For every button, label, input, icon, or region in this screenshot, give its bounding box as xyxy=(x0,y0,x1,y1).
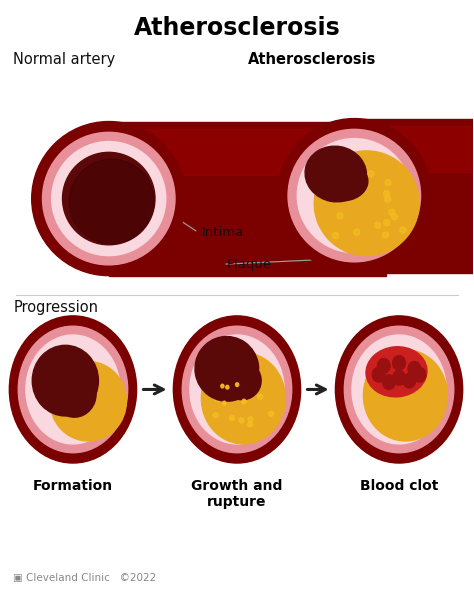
Text: Growth and
rupture: Growth and rupture xyxy=(191,479,283,509)
Ellipse shape xyxy=(55,374,96,417)
Ellipse shape xyxy=(225,378,230,383)
Ellipse shape xyxy=(242,399,246,403)
Ellipse shape xyxy=(403,373,416,388)
Ellipse shape xyxy=(247,422,253,427)
Ellipse shape xyxy=(385,196,391,202)
Ellipse shape xyxy=(52,142,166,256)
Polygon shape xyxy=(354,118,474,273)
Text: Plaque: Plaque xyxy=(227,258,272,271)
Ellipse shape xyxy=(392,370,405,385)
Ellipse shape xyxy=(400,227,406,233)
Ellipse shape xyxy=(32,121,186,275)
Ellipse shape xyxy=(325,166,368,201)
Text: Atherosclerosis: Atherosclerosis xyxy=(134,15,340,40)
Ellipse shape xyxy=(182,326,292,453)
Ellipse shape xyxy=(332,233,338,239)
Ellipse shape xyxy=(18,326,128,453)
Ellipse shape xyxy=(230,384,235,389)
Ellipse shape xyxy=(227,393,232,398)
Ellipse shape xyxy=(195,337,259,401)
Ellipse shape xyxy=(383,232,389,238)
Ellipse shape xyxy=(269,411,273,416)
Ellipse shape xyxy=(69,159,154,244)
Ellipse shape xyxy=(361,170,367,176)
Ellipse shape xyxy=(354,229,360,235)
Ellipse shape xyxy=(413,367,426,382)
Ellipse shape xyxy=(359,181,365,188)
Text: Blood clot: Blood clot xyxy=(360,479,438,493)
Ellipse shape xyxy=(297,139,411,253)
Ellipse shape xyxy=(372,367,385,382)
Ellipse shape xyxy=(50,362,127,441)
Ellipse shape xyxy=(305,146,366,202)
Polygon shape xyxy=(109,121,386,275)
Ellipse shape xyxy=(352,335,446,444)
Ellipse shape xyxy=(383,190,390,196)
Ellipse shape xyxy=(368,171,374,177)
Text: ▣ Cleveland Clinic   ©2022: ▣ Cleveland Clinic ©2022 xyxy=(13,574,156,583)
Ellipse shape xyxy=(335,197,341,203)
Ellipse shape xyxy=(408,362,421,376)
Ellipse shape xyxy=(223,401,226,405)
Ellipse shape xyxy=(201,353,285,444)
Text: Atherosclerosis: Atherosclerosis xyxy=(248,52,376,67)
Ellipse shape xyxy=(361,179,367,185)
Ellipse shape xyxy=(223,362,261,400)
Polygon shape xyxy=(354,126,474,173)
Ellipse shape xyxy=(190,335,284,444)
Ellipse shape xyxy=(236,383,239,387)
Ellipse shape xyxy=(213,413,218,418)
Ellipse shape xyxy=(239,418,244,423)
Ellipse shape xyxy=(389,209,395,215)
Ellipse shape xyxy=(256,381,261,386)
Ellipse shape xyxy=(277,118,431,273)
Polygon shape xyxy=(109,129,358,176)
Ellipse shape xyxy=(385,180,391,186)
Ellipse shape xyxy=(248,416,253,422)
Ellipse shape xyxy=(257,394,263,399)
Text: Intima: Intima xyxy=(202,226,245,239)
Ellipse shape xyxy=(26,335,120,444)
Ellipse shape xyxy=(383,220,390,226)
Ellipse shape xyxy=(288,129,420,262)
Ellipse shape xyxy=(374,222,381,228)
Ellipse shape xyxy=(215,396,220,402)
Ellipse shape xyxy=(366,347,427,397)
Text: Normal artery: Normal artery xyxy=(13,52,116,67)
Ellipse shape xyxy=(383,375,395,390)
Ellipse shape xyxy=(377,359,390,373)
Ellipse shape xyxy=(32,345,99,416)
Ellipse shape xyxy=(350,192,356,198)
Ellipse shape xyxy=(314,151,419,256)
Ellipse shape xyxy=(392,356,405,370)
Text: Formation: Formation xyxy=(33,479,113,493)
Ellipse shape xyxy=(226,386,229,389)
Ellipse shape xyxy=(336,316,463,463)
Ellipse shape xyxy=(229,415,235,421)
Ellipse shape xyxy=(221,384,224,388)
Ellipse shape xyxy=(364,350,447,441)
Ellipse shape xyxy=(241,399,246,403)
Ellipse shape xyxy=(247,371,252,377)
Ellipse shape xyxy=(344,326,454,453)
Ellipse shape xyxy=(63,152,155,245)
Ellipse shape xyxy=(9,316,137,463)
Ellipse shape xyxy=(43,132,175,265)
Ellipse shape xyxy=(173,316,301,463)
Ellipse shape xyxy=(337,212,343,219)
Text: Progression: Progression xyxy=(13,300,98,315)
Ellipse shape xyxy=(391,214,397,220)
